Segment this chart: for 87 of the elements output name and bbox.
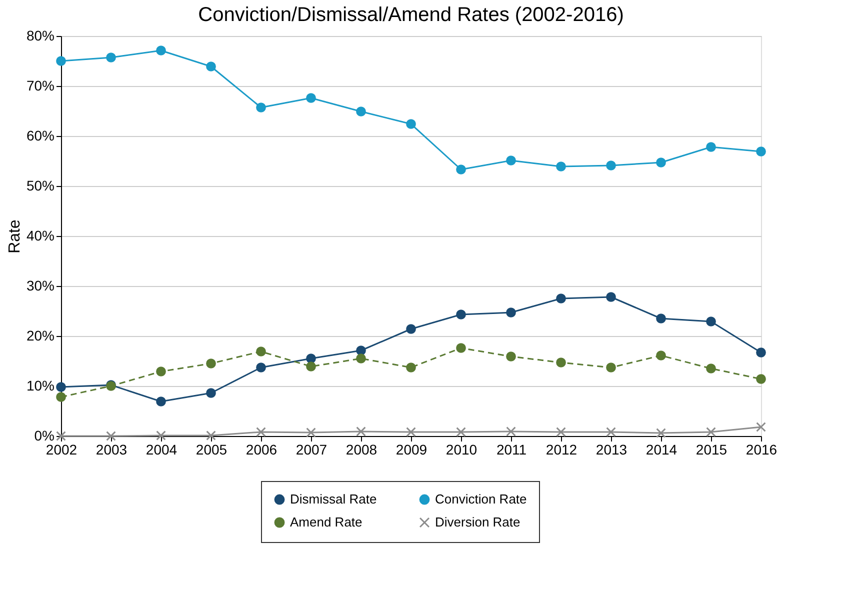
y-tick-label: 0% xyxy=(34,428,54,444)
point xyxy=(156,396,166,406)
point xyxy=(606,427,616,437)
x-tick-label: 2006 xyxy=(246,442,278,458)
point xyxy=(556,162,566,172)
x-tick-label: 2014 xyxy=(646,442,678,458)
point xyxy=(206,430,216,440)
y-tick-label: 30% xyxy=(26,278,54,294)
x-tick-label: 2015 xyxy=(696,442,728,458)
point xyxy=(106,52,116,62)
y-tick-label: 70% xyxy=(26,78,54,94)
point xyxy=(706,427,716,437)
point xyxy=(156,366,166,376)
legend-label: Amend Rate xyxy=(290,514,362,530)
point xyxy=(306,93,316,103)
point xyxy=(706,316,716,326)
x-tick-label: 2002 xyxy=(46,442,78,458)
point xyxy=(656,158,666,168)
point xyxy=(756,146,766,156)
point xyxy=(606,292,616,302)
point xyxy=(306,362,316,372)
point xyxy=(656,350,666,360)
point xyxy=(456,343,466,353)
point xyxy=(656,314,666,324)
y-tick-label: 50% xyxy=(26,178,54,194)
point xyxy=(506,156,516,166)
point xyxy=(356,354,366,364)
x-tick-label: 2012 xyxy=(546,442,578,458)
point xyxy=(156,430,166,440)
point xyxy=(406,119,416,129)
point xyxy=(156,46,166,56)
point xyxy=(506,352,516,362)
point xyxy=(56,56,66,66)
x-tick-label: 2010 xyxy=(446,442,478,458)
y-tick-label: 60% xyxy=(26,128,54,144)
y-tick-label: 20% xyxy=(26,328,54,344)
x-tick-label: 2016 xyxy=(746,442,778,458)
point xyxy=(556,427,566,437)
point xyxy=(756,348,766,358)
x-tick-label: 2008 xyxy=(346,442,378,458)
point xyxy=(256,427,266,437)
point xyxy=(306,354,316,364)
y-tick-label: 80% xyxy=(26,28,54,44)
y-axis-title: Rate xyxy=(6,220,24,254)
point xyxy=(206,62,216,72)
point xyxy=(256,346,266,356)
point xyxy=(406,362,416,372)
point xyxy=(706,364,716,374)
point xyxy=(356,346,366,356)
x-tick-label: 2003 xyxy=(96,442,128,458)
x-tick-label: 2004 xyxy=(146,442,178,458)
legend-label: Dismissal Rate xyxy=(290,492,377,507)
point xyxy=(456,310,466,320)
point xyxy=(556,358,566,368)
y-tick-label: 40% xyxy=(26,228,54,244)
point xyxy=(606,160,616,170)
point xyxy=(656,428,666,438)
point xyxy=(56,382,66,392)
point xyxy=(506,308,516,318)
x-tick-label: 2005 xyxy=(196,442,228,458)
point xyxy=(356,426,366,436)
point xyxy=(456,427,466,437)
chart-title: Conviction/Dismissal/Amend Rates (2002-2016) xyxy=(198,4,624,26)
point xyxy=(256,362,266,372)
point xyxy=(456,164,466,174)
legend-label: Conviction Rate xyxy=(435,492,527,507)
point xyxy=(406,324,416,334)
y-tick-label: 10% xyxy=(26,378,54,394)
point xyxy=(206,358,216,368)
point xyxy=(206,388,216,398)
point xyxy=(406,427,416,437)
point xyxy=(556,294,566,304)
point xyxy=(356,106,366,116)
point xyxy=(756,422,766,432)
x-tick-label: 2007 xyxy=(296,442,328,458)
x-tick-label: 2011 xyxy=(496,442,527,458)
point xyxy=(256,102,266,112)
point xyxy=(606,362,616,372)
point xyxy=(306,428,316,438)
x-tick-label: 2009 xyxy=(396,442,428,458)
x-tick-label: 2013 xyxy=(596,442,628,458)
point xyxy=(56,392,66,402)
point xyxy=(706,142,716,152)
point xyxy=(106,431,116,441)
point xyxy=(506,426,516,436)
legend-label: Diversion Rate xyxy=(435,514,520,530)
point xyxy=(756,374,766,384)
